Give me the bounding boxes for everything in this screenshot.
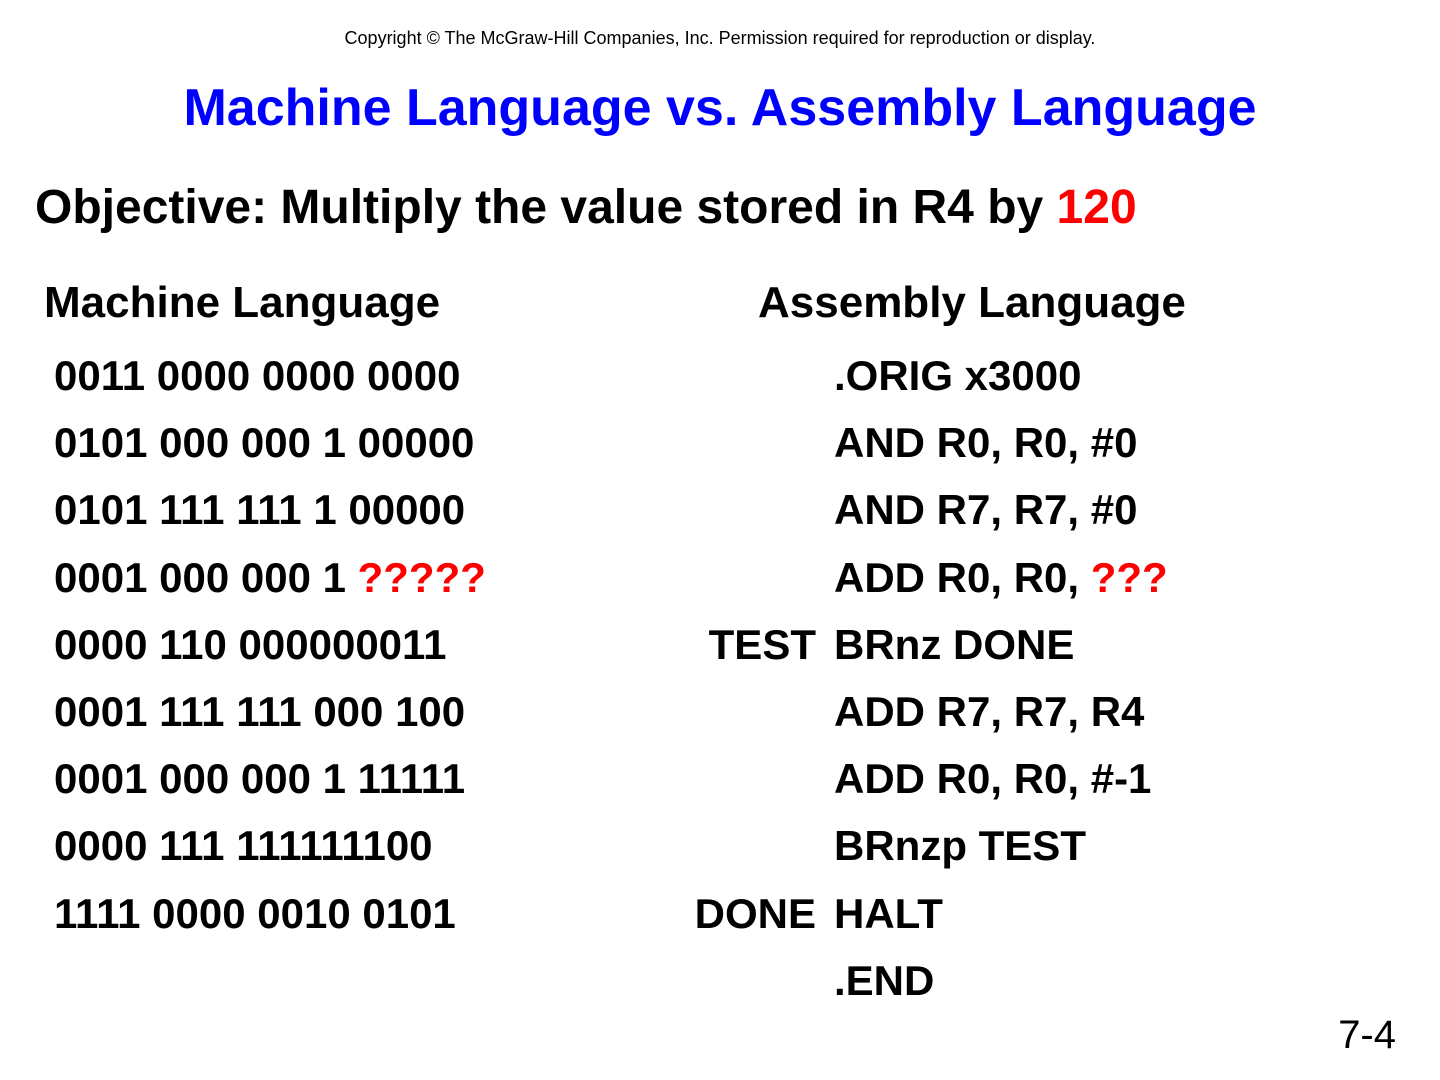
objective-line: Objective: Multiply the value stored in … [35,180,1137,235]
asm-code: .ORIG x3000 [834,352,1081,399]
slide: Copyright © The McGraw-Hill Companies, I… [0,0,1440,1080]
asm-label: DONE [694,880,834,947]
code-row: 0011 0000 0000 0000 .ORIG x3000 [54,342,1168,409]
copyright-text: Copyright © The McGraw-Hill Companies, I… [0,28,1440,49]
asm-code: HALT [834,890,943,937]
asm-code: BRnz DONE [834,621,1074,668]
asm-code: AND R7, R7, #0 [834,486,1137,533]
ml-code: 0000 111 111111100 [54,822,433,869]
code-table: 0011 0000 0000 0000 .ORIG x3000 0101 000 … [54,342,1168,1014]
ml-code: 0001 000 000 1 [54,554,358,601]
code-row: 0001 000 000 1 ????? ADD R0, R0, ??? [54,544,1168,611]
code-row: 0001 000 000 1 11111 ADD R0, R0, #-1 [54,745,1168,812]
asm-label: TEST [694,611,834,678]
asm-code: BRnzp TEST [834,822,1086,869]
code-row: .END [54,947,1168,1014]
asm-code: ADD R7, R7, R4 [834,688,1144,735]
ml-code: 0101 000 000 1 00000 [54,419,474,466]
ml-code: 0011 0000 0000 0000 [54,352,460,399]
asm-code: ADD R0, R0, #-1 [834,755,1151,802]
ml-code: 0001 000 000 1 11111 [54,755,465,802]
objective-prefix: Objective: Multiply the value stored in … [35,181,1057,234]
asm-code-unknown: ??? [1091,554,1168,601]
column-header-machine: Machine Language [44,278,440,328]
code-row: 0001 111 111 000 100 ADD R7, R7, R4 [54,678,1168,745]
ml-code-unknown: ????? [358,554,486,601]
ml-code: 1111 0000 0010 0101 [54,890,456,937]
ml-code: 0000 110 000000011 [54,621,446,668]
code-row: 1111 0000 0010 0101 DONEHALT [54,880,1168,947]
page-number: 7-4 [1338,1013,1396,1058]
asm-code: ADD R0, R0, [834,554,1091,601]
code-row: 0101 111 111 1 00000 AND R7, R7, #0 [54,476,1168,543]
slide-title: Machine Language vs. Assembly Language [0,78,1440,138]
code-row: 0000 110 000000011 TESTBRnz DONE [54,611,1168,678]
objective-highlight: 120 [1057,181,1137,234]
asm-code: AND R0, R0, #0 [834,419,1137,466]
column-header-assembly: Assembly Language [758,278,1186,328]
ml-code: 0101 111 111 1 00000 [54,486,465,533]
code-row: 0000 111 111111100 BRnzp TEST [54,812,1168,879]
code-row: 0101 000 000 1 00000 AND R0, R0, #0 [54,409,1168,476]
ml-code: 0001 111 111 000 100 [54,688,465,735]
asm-code: .END [834,957,934,1004]
